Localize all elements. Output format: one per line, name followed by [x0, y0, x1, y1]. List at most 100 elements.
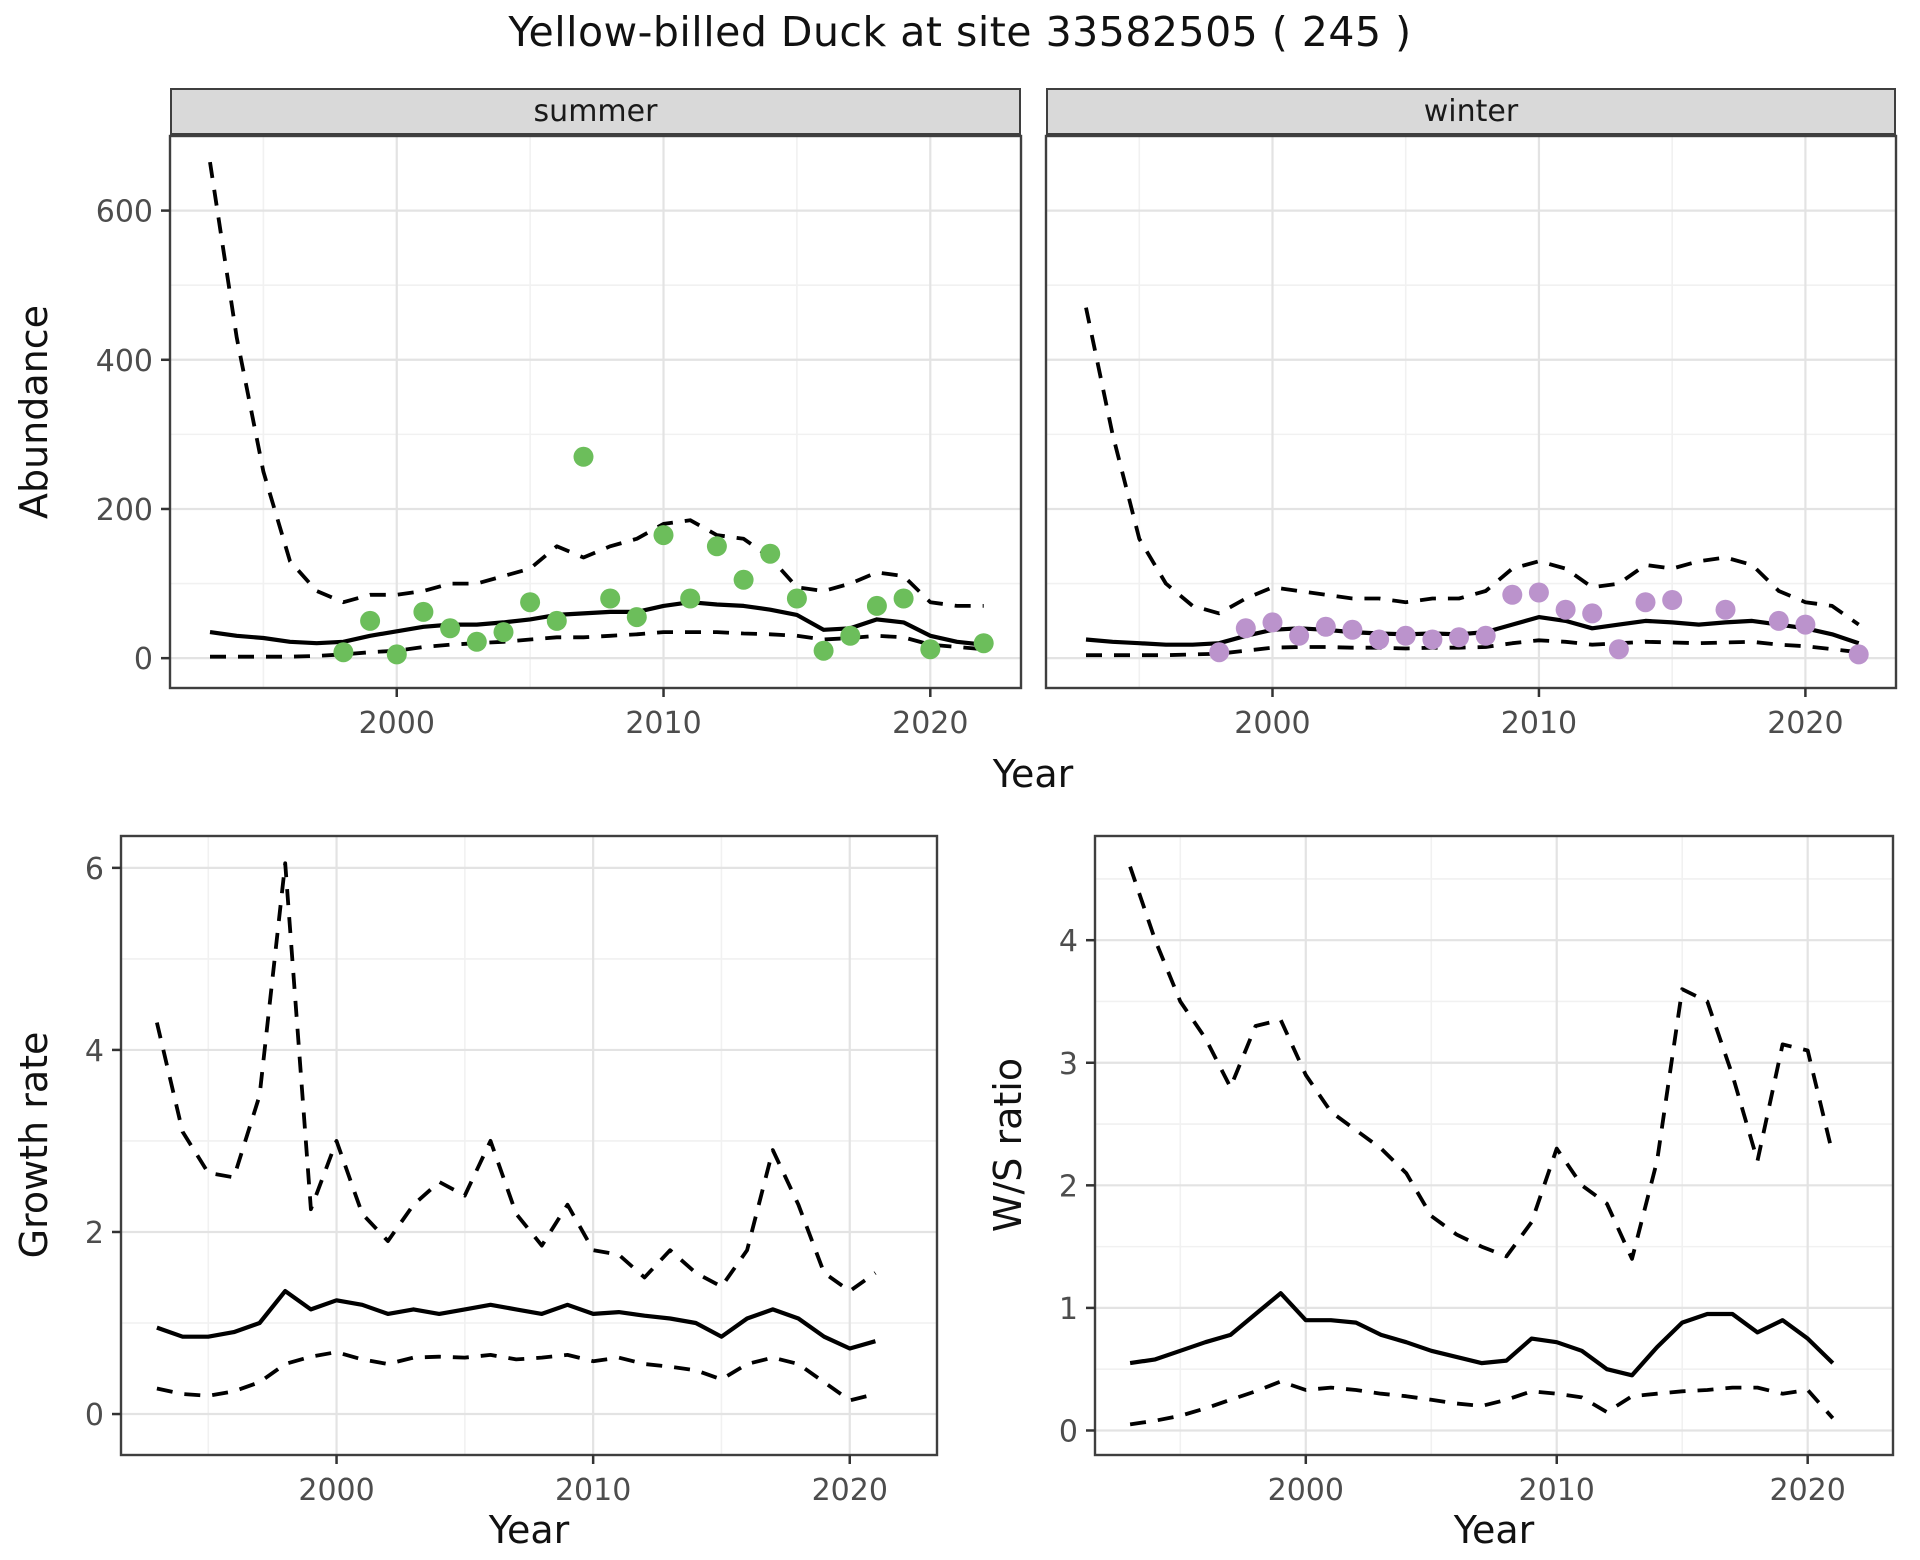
data-point-observed-counts [1475, 625, 1496, 646]
data-point-observed-counts [1608, 639, 1629, 660]
panel-abundance-summer: 2000 2010 2020 0 200 400 600 [96, 134, 1023, 741]
panel-border [1093, 834, 1895, 1457]
x-tick-label: 2020 [1767, 706, 1843, 741]
data-point-observed-counts [1662, 590, 1683, 610]
x-tick-label: 2010 [1501, 706, 1577, 741]
facet-strip-winter: winter [1046, 88, 1896, 136]
x-tick-label: 2020 [812, 1473, 888, 1508]
y-tick-label: 200 [96, 493, 153, 528]
data-point-observed-counts [386, 644, 407, 665]
data-point-observed-counts [333, 642, 354, 663]
data-point-observed-counts [813, 640, 834, 661]
data-point-observed-counts [1369, 629, 1390, 650]
data-point-observed-counts [466, 631, 487, 652]
data-point-observed-counts [1395, 625, 1416, 646]
y-tick-label: 4 [1059, 924, 1078, 959]
y-tick-label: 0 [85, 1398, 104, 1433]
series-line-estimate [156, 1288, 876, 1351]
plot-title: Yellow-billed Duck at site 33582505 ( 24… [508, 8, 1412, 56]
panel-border [168, 134, 1023, 690]
y-tick-label: 4 [85, 1034, 104, 1069]
data-point-observed-counts [600, 588, 621, 609]
x-tick-label: 2010 [625, 706, 701, 741]
panel-background [121, 836, 937, 1455]
data-point-observed-counts [520, 592, 541, 613]
y-tick-label: 2 [85, 1216, 104, 1251]
data-point-observed-counts [1555, 599, 1576, 620]
data-point-observed-counts [573, 446, 594, 467]
series-line-lower-ci [1129, 1379, 1835, 1427]
y-tick-label: 1 [1059, 1292, 1078, 1327]
data-point-observed-counts [1422, 629, 1443, 650]
panel-abundance-winter: 2000 2010 2020 [1044, 134, 1898, 741]
x-tick-label: 2010 [1519, 1473, 1595, 1508]
y-tick-label: 0 [1059, 1414, 1078, 1449]
x-tick-label: 2000 [359, 706, 435, 741]
data-point-observed-counts [1262, 612, 1283, 633]
data-point-observed-counts [1235, 618, 1256, 639]
data-point-observed-counts [1848, 644, 1869, 665]
x-tick-label: 2000 [1234, 706, 1310, 741]
y-tick-label: 2 [1059, 1169, 1078, 1204]
x-tick-label: 2020 [1769, 1473, 1845, 1508]
data-point-observed-counts [866, 595, 887, 616]
data-point-observed-counts [1795, 614, 1816, 635]
y-tick-label: 600 [96, 195, 153, 230]
data-point-observed-counts [760, 543, 781, 564]
x-tick-label: 2000 [1268, 1473, 1344, 1508]
data-point-observed-counts [1582, 603, 1603, 624]
panel-border [119, 834, 939, 1457]
data-point-observed-counts [840, 625, 861, 646]
data-point-observed-counts [1209, 642, 1230, 663]
facet-strip-summer: summer [170, 88, 1021, 136]
data-point-observed-counts [653, 525, 674, 546]
series-line-lower-ci [1086, 638, 1859, 658]
y-tick-label: 400 [96, 344, 153, 379]
data-point-observed-counts [1342, 619, 1363, 640]
data-point-observed-counts [1315, 616, 1336, 637]
y-tick-label: 6 [85, 852, 104, 887]
series-line-estimate [209, 600, 984, 647]
x-axis-title-year-growth: Year [488, 1508, 570, 1552]
panel-growth-rate: 2000 2010 2020 0 2 4 6 [85, 834, 939, 1508]
data-point-observed-counts [493, 622, 514, 643]
data-point-observed-counts [733, 569, 754, 590]
x-axis-title-year-top: Year [992, 752, 1074, 796]
data-point-observed-counts [973, 633, 994, 654]
x-axis-title-year-ws: Year [1453, 1508, 1535, 1552]
data-point-observed-counts [440, 618, 461, 639]
series-line-upper-ci [1128, 865, 1835, 1261]
data-point-observed-counts [1502, 584, 1523, 605]
data-point-observed-counts [920, 639, 941, 660]
x-tick-label: 2000 [298, 1473, 374, 1508]
data-point-observed-counts [360, 610, 381, 631]
x-tick-label: 2020 [892, 706, 968, 741]
y-tick-label: 3 [1059, 1047, 1078, 1082]
data-point-observed-counts [1449, 627, 1469, 648]
data-point-observed-counts [1635, 592, 1656, 613]
data-point-observed-counts [1768, 610, 1789, 631]
data-point-observed-counts [786, 588, 807, 609]
data-point-observed-counts [546, 610, 567, 631]
panel-background [170, 136, 1021, 688]
data-point-observed-counts [893, 588, 914, 609]
data-point-observed-counts [1289, 625, 1310, 646]
data-point-observed-counts [680, 588, 701, 609]
series-line-lower-ci [156, 1350, 876, 1403]
panel-ws-ratio: 2000 2010 2020 0 1 2 3 4 [1059, 834, 1895, 1508]
data-point-observed-counts [626, 607, 647, 628]
facet-strip-summer-label: summer [533, 94, 658, 129]
y-tick-label: 0 [134, 642, 153, 677]
data-point-observed-counts [413, 601, 434, 622]
x-tick-label: 2010 [555, 1473, 631, 1508]
data-point-observed-counts [1715, 599, 1736, 620]
series-line-estimate [1129, 1291, 1835, 1378]
panel-background [1046, 136, 1896, 688]
facet-strip-winter-label: winter [1423, 94, 1519, 129]
panel-border [1044, 134, 1898, 690]
data-point-observed-counts [706, 536, 727, 557]
data-point-observed-counts [1528, 582, 1549, 603]
series-line-upper-ci [155, 861, 877, 1293]
